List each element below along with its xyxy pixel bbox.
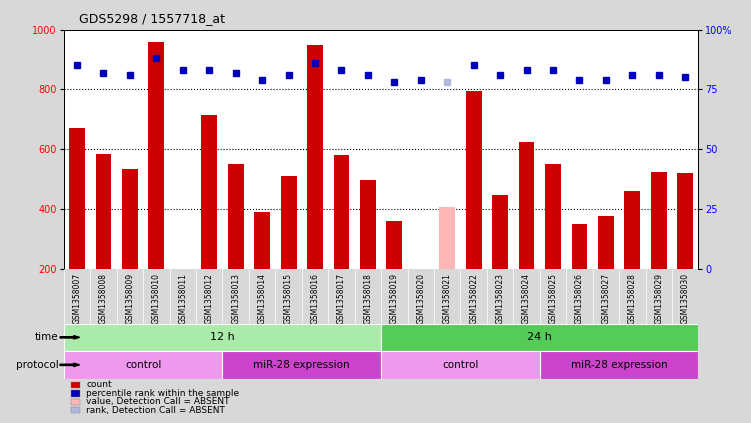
Bar [651,171,667,269]
Bar [624,191,641,269]
Bar [466,91,481,269]
Text: count: count [86,380,112,390]
Bar [492,195,508,269]
Text: 12 h: 12 h [210,332,235,342]
Text: 24 h: 24 h [527,332,552,342]
Bar [387,221,403,269]
Bar [222,351,382,379]
Bar [598,216,614,269]
Text: miR-28 expression: miR-28 expression [571,360,668,370]
Text: GSM1358020: GSM1358020 [416,273,425,324]
Text: GSM1358023: GSM1358023 [496,273,505,324]
Text: GSM1358013: GSM1358013 [231,273,240,324]
Text: GSM1358015: GSM1358015 [284,273,293,324]
Text: GSM1358009: GSM1358009 [125,273,134,324]
Bar [307,44,323,269]
Bar [382,324,698,351]
Bar [360,181,376,269]
Bar [228,164,243,269]
Bar [439,207,455,269]
Text: time: time [35,332,59,342]
Text: GSM1358008: GSM1358008 [99,273,108,324]
Bar [281,176,297,269]
Text: GSM1358018: GSM1358018 [363,273,372,324]
Text: miR-28 expression: miR-28 expression [254,360,350,370]
Bar [382,351,540,379]
Text: GSM1358010: GSM1358010 [152,273,161,324]
Bar [149,41,164,269]
Bar [122,168,138,269]
Text: GSM1358017: GSM1358017 [337,273,346,324]
Text: GSM1358021: GSM1358021 [443,273,452,324]
Bar [540,351,698,379]
Text: rank, Detection Call = ABSENT: rank, Detection Call = ABSENT [86,406,225,415]
Bar [64,324,382,351]
Text: GSM1358022: GSM1358022 [469,273,478,324]
Text: GSM1358028: GSM1358028 [628,273,637,324]
Text: GSM1358030: GSM1358030 [680,273,689,324]
Text: GSM1358019: GSM1358019 [390,273,399,324]
Bar [64,351,222,379]
Bar [333,155,349,269]
Text: GSM1358029: GSM1358029 [654,273,663,324]
Text: protocol: protocol [16,360,59,370]
Bar [95,154,111,269]
Bar [545,164,561,269]
Text: GSM1358007: GSM1358007 [73,273,82,324]
Text: control: control [442,360,478,370]
Bar [572,224,587,269]
Text: GSM1358024: GSM1358024 [522,273,531,324]
Text: value, Detection Call = ABSENT: value, Detection Call = ABSENT [86,397,230,407]
Text: percentile rank within the sample: percentile rank within the sample [86,389,240,398]
Text: GSM1358025: GSM1358025 [548,273,557,324]
Text: control: control [125,360,161,370]
Text: GSM1358016: GSM1358016 [310,273,319,324]
Text: GSM1358027: GSM1358027 [602,273,611,324]
Text: GSM1358014: GSM1358014 [258,273,267,324]
Bar [254,212,270,269]
Bar [519,142,535,269]
Text: GSM1358026: GSM1358026 [575,273,584,324]
Text: GSM1358012: GSM1358012 [205,273,214,324]
Bar [677,173,693,269]
Text: GSM1358011: GSM1358011 [178,273,187,324]
Bar [201,115,217,269]
Text: GDS5298 / 1557718_at: GDS5298 / 1557718_at [79,12,225,25]
Bar [413,269,429,270]
Bar [69,128,85,269]
